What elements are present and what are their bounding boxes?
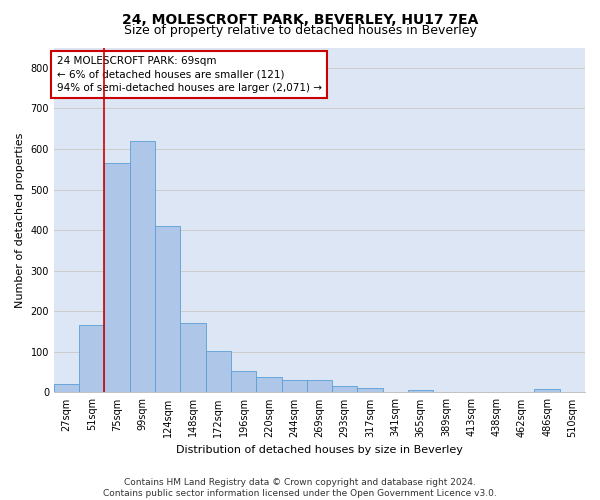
Bar: [104, 163, 130, 392]
Bar: [307, 380, 332, 392]
Bar: [130, 141, 155, 393]
Bar: [181, 324, 206, 392]
Bar: [535, 389, 560, 392]
Bar: [408, 390, 433, 392]
Bar: [231, 372, 256, 392]
Text: 24 MOLESCROFT PARK: 69sqm
← 6% of detached houses are smaller (121)
94% of semi-: 24 MOLESCROFT PARK: 69sqm ← 6% of detach…: [56, 56, 322, 92]
Y-axis label: Number of detached properties: Number of detached properties: [15, 132, 25, 308]
Text: Size of property relative to detached houses in Beverley: Size of property relative to detached ho…: [124, 24, 476, 37]
Bar: [206, 350, 231, 393]
Bar: [54, 384, 79, 392]
Text: 24, MOLESCROFT PARK, BEVERLEY, HU17 7EA: 24, MOLESCROFT PARK, BEVERLEY, HU17 7EA: [122, 12, 478, 26]
X-axis label: Distribution of detached houses by size in Beverley: Distribution of detached houses by size …: [176, 445, 463, 455]
Bar: [358, 388, 383, 392]
Bar: [332, 386, 358, 392]
Bar: [256, 377, 281, 392]
Bar: [79, 326, 104, 392]
Bar: [281, 380, 307, 392]
Bar: [155, 226, 181, 392]
Text: Contains HM Land Registry data © Crown copyright and database right 2024.
Contai: Contains HM Land Registry data © Crown c…: [103, 478, 497, 498]
